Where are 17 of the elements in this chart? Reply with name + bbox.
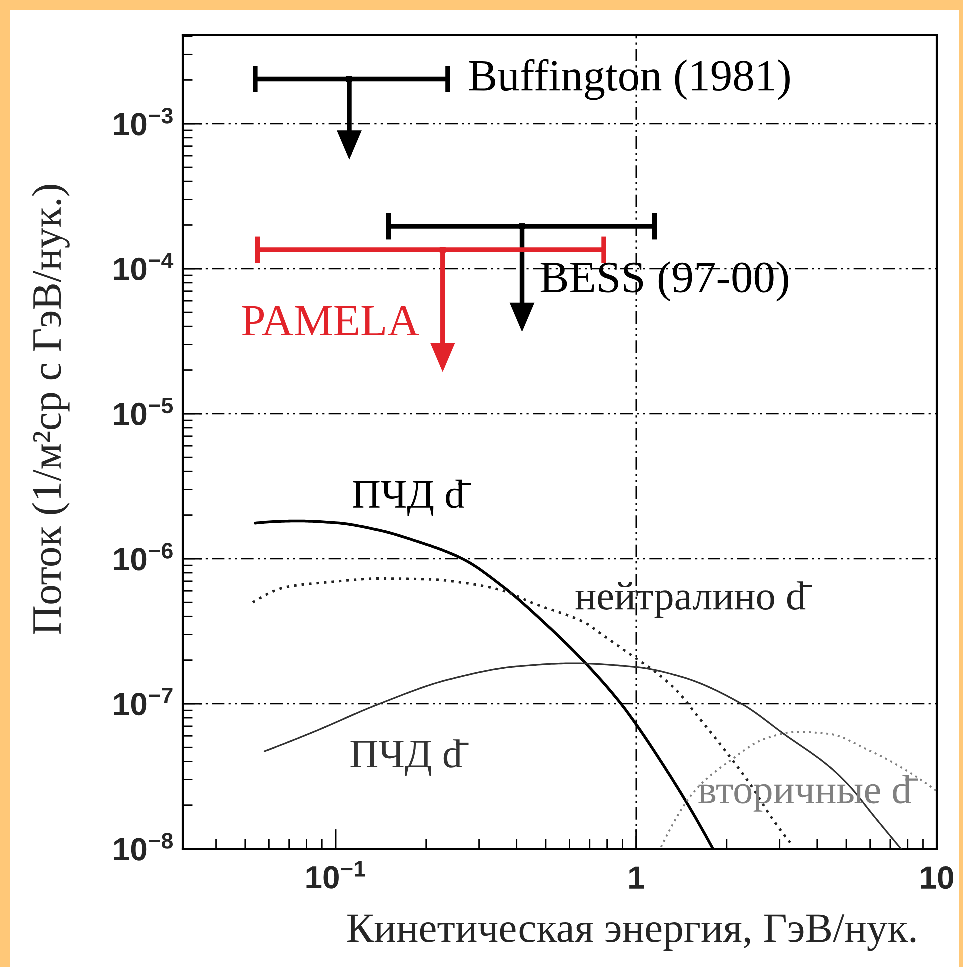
x-axis-title: Кинетическая энергия, ГэВ/нук. — [348, 914, 916, 952]
series-label: ПЧД d̄ — [353, 480, 472, 516]
y-tick-label: 10$^{−6}$ — [114, 543, 173, 571]
y-tick-label: 10$^{−3}$ — [114, 108, 173, 136]
x-tick-label: 10 — [921, 866, 954, 890]
x-tick-label: 10$^{−1}$ — [306, 861, 366, 889]
y-tick-label: 10$^{−4}$ — [114, 253, 174, 281]
x-tick-label: 1 — [630, 866, 644, 889]
y-tick-label: 10$^{−7}$ — [114, 688, 173, 716]
series-label: PAMELA — [242, 306, 420, 336]
y-axis-title: Поток (1/м²ср с ГэВ/нук.) — [32, 185, 70, 634]
legend-label: BESS (97-00) — [540, 261, 788, 302]
text: Buffington (1981) — [469, 59, 790, 100]
series-label: ПЧД d̄ — [350, 740, 469, 776]
series-label: нейтралино d̄ — [576, 582, 812, 618]
y-tick-label: 10$^{−5}$ — [114, 398, 174, 426]
y-tick-label: 10$^{−8}$ — [114, 833, 174, 861]
